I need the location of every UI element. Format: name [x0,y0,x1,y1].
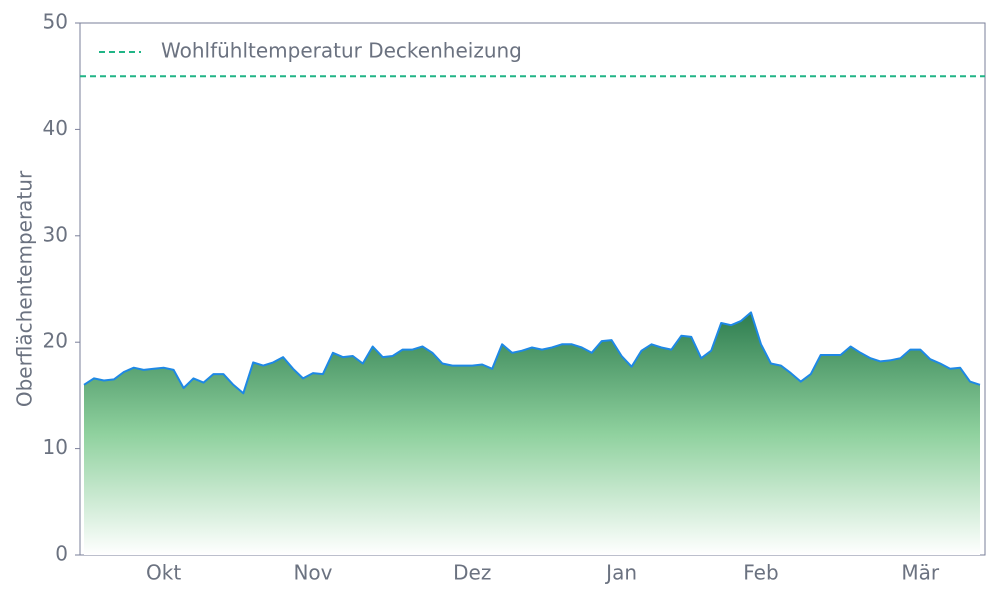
y-tick-label: 40 [43,116,68,140]
y-tick-label: 20 [43,329,68,353]
x-tick-label: Jan [604,561,637,585]
x-tick-label: Okt [146,561,181,585]
x-tick-label: Nov [293,561,332,585]
area-fill [84,312,980,555]
x-tick-label: Feb [743,561,778,585]
legend-label: Wohlfühltemperatur Deckenheizung [161,39,522,63]
area-line [83,311,981,395]
x-tick-label: Mär [901,561,940,585]
y-tick-label: 50 [43,10,68,34]
x-tick-label: Dez [453,561,491,585]
y-tick-label: 0 [55,542,68,566]
y-tick-label: 30 [43,222,68,246]
y-axis-label: Oberflächentemperatur [13,170,37,407]
y-tick-label: 10 [43,435,68,459]
